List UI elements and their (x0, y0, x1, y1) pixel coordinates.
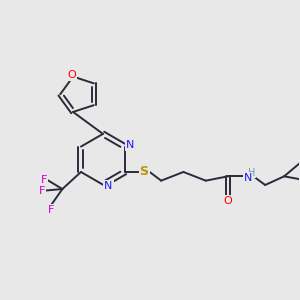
Text: F: F (40, 175, 47, 185)
Text: O: O (67, 70, 76, 80)
Text: S: S (140, 166, 148, 178)
Text: F: F (48, 205, 55, 215)
Text: N: N (104, 181, 113, 191)
Text: N: N (244, 173, 252, 183)
Text: O: O (224, 196, 233, 206)
Text: N: N (126, 140, 135, 150)
Text: H: H (248, 168, 255, 178)
Text: F: F (39, 186, 45, 196)
